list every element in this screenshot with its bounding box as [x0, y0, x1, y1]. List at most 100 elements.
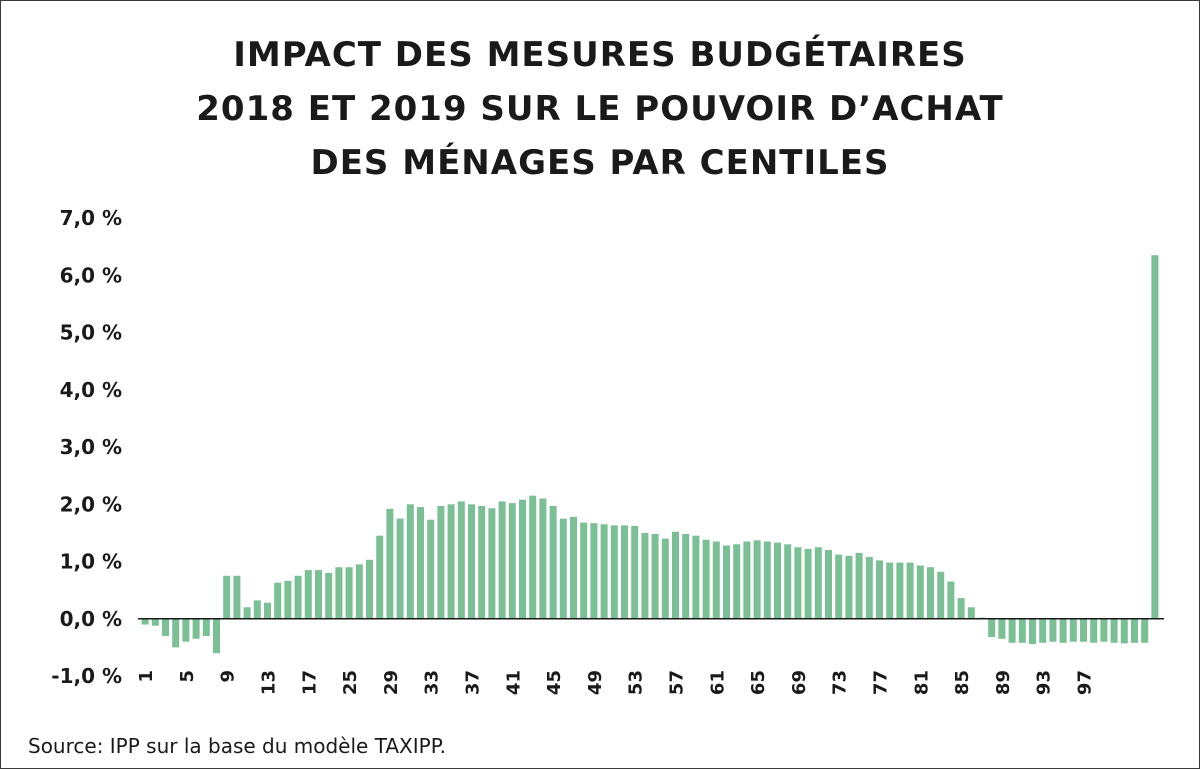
x-tick-label: 17 — [299, 670, 320, 695]
bar — [967, 607, 975, 619]
bar — [1059, 618, 1067, 643]
bar — [376, 535, 384, 619]
y-tick-label: 6,0 % — [60, 263, 122, 287]
bar — [192, 618, 200, 639]
bar — [621, 525, 628, 619]
x-tick-label: 53 — [626, 670, 647, 695]
bar — [213, 618, 220, 654]
x-tick-label: 37 — [463, 670, 484, 695]
bar — [896, 562, 904, 619]
bar — [886, 562, 894, 619]
bar — [243, 607, 251, 619]
bar — [1110, 618, 1118, 643]
y-tick-label: 7,0 % — [60, 206, 122, 230]
bar — [325, 573, 333, 619]
bar — [774, 542, 781, 619]
bar — [927, 567, 934, 619]
x-tick-label: 9 — [218, 670, 239, 683]
chart-title: IMPACT DES MESURES BUDGÉTAIRES 2018 ET 2… — [0, 28, 1200, 190]
bar — [294, 575, 302, 619]
bar — [508, 503, 516, 619]
chart-title-line-2: 2018 ET 2019 SUR LE POUVOIR D’ACHAT — [196, 89, 1004, 129]
bars — [141, 255, 1159, 654]
bar — [304, 570, 312, 619]
bar — [151, 618, 159, 626]
bar — [284, 581, 292, 619]
bar — [406, 504, 414, 619]
bar — [1151, 255, 1159, 619]
bar — [784, 544, 792, 619]
x-tick-label: 5 — [177, 670, 198, 683]
bar — [692, 535, 700, 619]
bar — [355, 564, 363, 619]
bar — [1069, 618, 1077, 642]
bar — [1120, 618, 1128, 644]
bar — [672, 531, 679, 619]
x-tick-label: 13 — [259, 670, 280, 695]
bar — [427, 519, 435, 619]
bar — [590, 523, 598, 619]
x-tick-label: 1 — [136, 670, 157, 683]
bar — [1090, 618, 1098, 643]
x-tick-label: 65 — [748, 670, 769, 695]
bar — [519, 499, 526, 619]
bar — [223, 575, 231, 619]
bar — [580, 522, 588, 619]
bar — [274, 582, 282, 619]
y-tick-label: -1,0 % — [51, 664, 122, 688]
bar — [937, 571, 945, 619]
bar — [162, 618, 169, 636]
bar — [498, 501, 506, 619]
x-tick-label: 97 — [1075, 670, 1096, 695]
bar — [457, 501, 465, 619]
bar — [712, 541, 720, 619]
bar — [570, 516, 577, 619]
bar — [1100, 618, 1108, 642]
bar — [906, 562, 914, 619]
chart-title-line-3: DES MÉNAGES PAR CENTILES — [310, 143, 890, 183]
x-tick-label: 85 — [952, 670, 973, 695]
bar — [1141, 618, 1149, 643]
bar — [641, 532, 649, 619]
bar — [600, 524, 608, 619]
bar — [315, 570, 322, 619]
bar — [549, 506, 557, 619]
bar — [804, 548, 812, 619]
bar — [723, 545, 730, 619]
bar — [396, 518, 404, 619]
bar — [855, 552, 863, 619]
source-note: Source: IPP sur la base du modèle TAXIPP… — [28, 734, 447, 758]
bar — [345, 567, 353, 619]
bar — [335, 567, 343, 619]
bar — [1029, 618, 1036, 644]
x-tick-label: 57 — [667, 670, 688, 695]
bar — [957, 598, 965, 619]
x-tick-label: 29 — [381, 670, 402, 695]
bar — [733, 544, 741, 619]
chart-title-line-1: IMPACT DES MESURES BUDGÉTAIRES — [233, 35, 967, 75]
bar — [651, 534, 659, 619]
bar — [172, 618, 180, 648]
bar — [182, 618, 190, 642]
bar — [947, 581, 955, 619]
bar — [743, 541, 751, 619]
x-tick-label: 73 — [830, 670, 851, 695]
y-axis: 7,0 % 6,0 % 5,0 % 4,0 % 3,0 % 2,0 % 1,0 % 0,0 %… — [51, 206, 122, 688]
bar — [437, 506, 445, 619]
bar — [202, 618, 210, 636]
x-tick-label: 77 — [871, 670, 892, 695]
bar — [753, 540, 761, 619]
bar — [876, 560, 883, 619]
bar — [233, 575, 241, 619]
bar — [559, 518, 567, 619]
bar — [478, 506, 486, 619]
bar — [916, 565, 924, 619]
bar — [1131, 618, 1138, 643]
y-tick-label: 1,0 % — [60, 550, 122, 574]
y-tick-label: 5,0 % — [60, 321, 122, 345]
bar — [529, 495, 537, 619]
y-tick-label: 3,0 % — [60, 435, 122, 459]
bar — [539, 498, 547, 619]
x-tick-label: 33 — [422, 670, 443, 695]
